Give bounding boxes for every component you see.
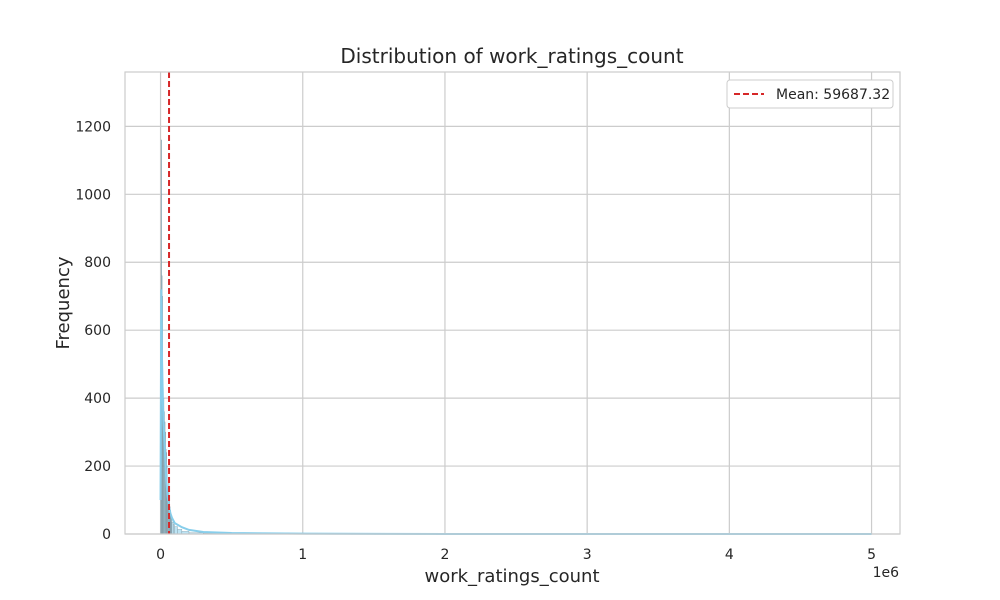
y-tick-labels: 0 200 400 600 800 1000 1200 — [75, 119, 111, 543]
y-axis-title: Frequency — [53, 256, 74, 349]
histogram-bar — [174, 526, 178, 535]
y-tick-label: 1200 — [75, 119, 111, 135]
histogram-bar — [173, 524, 175, 535]
x-tick-label: 3 — [583, 547, 592, 563]
legend-mean-label: Mean: 59687.32 — [776, 87, 890, 103]
x-tick-label: 0 — [156, 547, 165, 563]
chart-title: Distribution of work_ratings_count — [340, 44, 683, 68]
x-tick-label: 5 — [867, 547, 876, 563]
y-tick-label: 0 — [102, 527, 111, 543]
x-tick-label: 2 — [440, 547, 449, 563]
x-tick-labels: 0 1 2 3 4 5 — [156, 547, 876, 563]
y-tick-label: 800 — [84, 255, 111, 271]
y-tick-label: 200 — [84, 459, 111, 475]
x-tick-label: 4 — [725, 547, 734, 563]
plot-frame — [124, 71, 901, 535]
histogram-bar — [177, 529, 183, 535]
plot-area — [124, 71, 901, 535]
x-tick-label: 1 — [298, 547, 307, 563]
legend: Mean: 59687.32 — [726, 79, 894, 109]
legend-box — [726, 79, 894, 109]
x-axis-title: work_ratings_count — [424, 566, 599, 587]
y-tick-label: 600 — [84, 323, 111, 339]
plot-background — [125, 72, 900, 534]
x-offset-label: 1e6 — [873, 565, 900, 581]
y-tick-label: 1000 — [75, 187, 111, 203]
histogram-bar — [171, 521, 174, 535]
y-tick-label: 400 — [84, 391, 111, 407]
